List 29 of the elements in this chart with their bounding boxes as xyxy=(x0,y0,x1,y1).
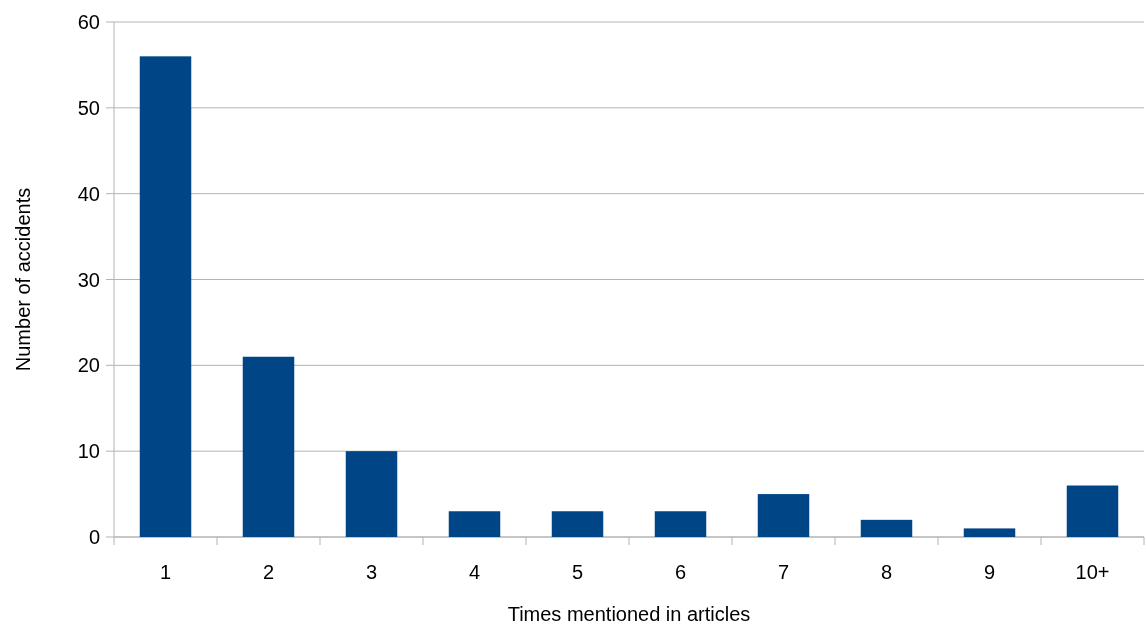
bar xyxy=(757,494,810,537)
x-axis-title: Times mentioned in articles xyxy=(507,603,751,625)
bar xyxy=(448,511,501,537)
x-tick-label: 1 xyxy=(159,561,172,583)
x-tick-label: 8 xyxy=(880,561,893,583)
y-tick-label: 60 xyxy=(77,11,100,33)
y-tick-label: 10 xyxy=(77,440,100,463)
x-tick-label: 9 xyxy=(983,561,996,583)
y-tick-label: 50 xyxy=(77,96,100,119)
y-tick-label: 40 xyxy=(77,182,100,205)
x-tick-label: 2 xyxy=(262,561,275,583)
x-tick-label: 7 xyxy=(777,561,790,583)
x-tick-label: 10+ xyxy=(1075,561,1110,583)
bar xyxy=(1066,485,1119,537)
bar xyxy=(860,519,913,537)
bar xyxy=(963,528,1016,537)
bar xyxy=(139,56,192,537)
bar xyxy=(345,451,398,537)
y-axis-title: Number of accidents xyxy=(12,187,34,372)
x-tick-label: 6 xyxy=(674,561,687,583)
bar xyxy=(551,511,604,537)
bar xyxy=(654,511,707,537)
x-tick-label: 4 xyxy=(468,561,481,583)
x-tick-label: 5 xyxy=(571,561,584,583)
y-tick-label: 30 xyxy=(77,268,100,291)
y-tick-label: 0 xyxy=(88,526,100,548)
x-tick-label: 3 xyxy=(365,561,378,583)
bar xyxy=(242,356,295,537)
y-tick-label: 20 xyxy=(77,354,100,377)
